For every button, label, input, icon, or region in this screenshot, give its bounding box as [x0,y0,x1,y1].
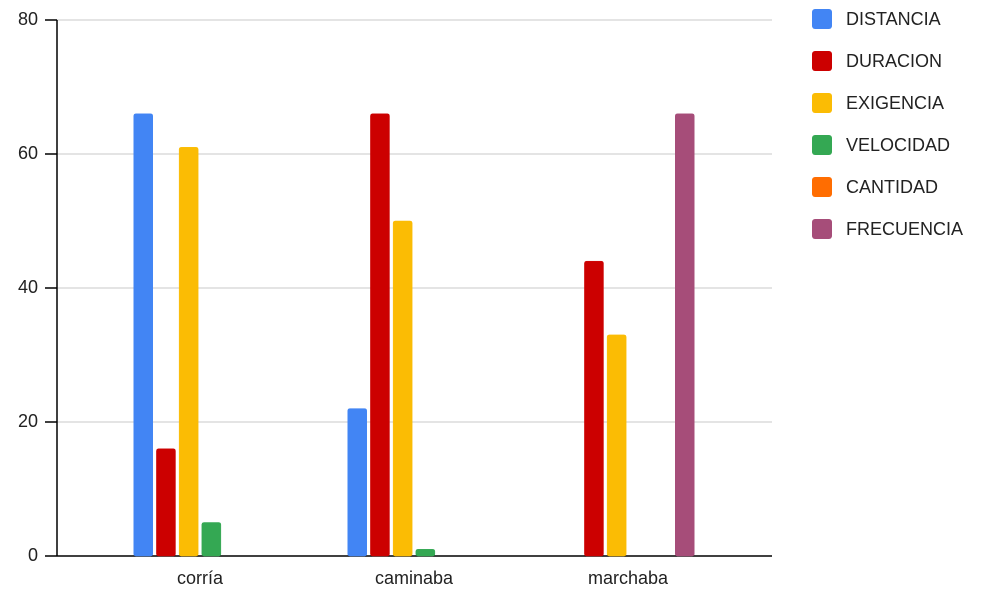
legend-label: DISTANCIA [846,9,941,29]
x-tick-label: caminaba [375,568,454,588]
bar [133,113,153,557]
bar [347,408,367,557]
legend-swatch [812,219,832,239]
bar [370,113,390,557]
bar [201,522,222,557]
bar [178,147,199,557]
y-tick-label: 40 [18,277,38,297]
legend-swatch [812,135,832,155]
bar [415,549,436,557]
legend-label: VELOCIDAD [846,135,950,155]
y-tick-label: 60 [18,143,38,163]
y-tick-label: 0 [28,545,38,565]
legend-swatch [812,9,832,29]
bar [156,448,176,557]
legend-label: DURACION [846,51,942,71]
y-tick-label: 20 [18,411,38,431]
bar [675,113,695,557]
legend-label: EXIGENCIA [846,93,944,113]
x-tick-label: marchaba [588,568,669,588]
legend-swatch [812,51,832,71]
y-tick-label: 80 [18,9,38,29]
legend-swatch [812,93,832,113]
bar [584,260,604,557]
legend-label: CANTIDAD [846,177,938,197]
legend-swatch [812,177,832,197]
bar [606,334,627,557]
bar [392,220,413,557]
x-tick-label: corría [177,568,224,588]
legend-label: FRECUENCIA [846,219,963,239]
